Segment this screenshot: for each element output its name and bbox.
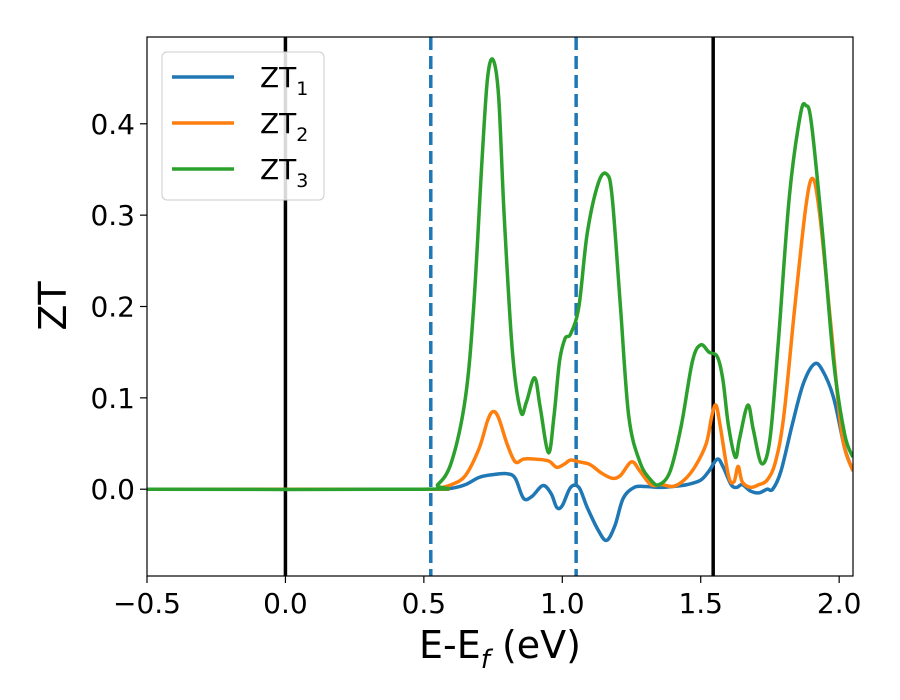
x-axis-ticks: −0.5 0.0 0.5 1.0 1.5 2.0 — [113, 576, 861, 620]
legend: ZT1 ZT2 ZT3 — [161, 51, 325, 201]
x-tick-label: 1.5 — [678, 587, 723, 620]
x-tick-label: 0.0 — [263, 587, 308, 620]
x-axis-label: E-Ef (eV) — [419, 623, 581, 675]
y-axis-ticks: 0.0 0.1 0.2 0.3 0.4 — [90, 108, 147, 506]
series-layer — [147, 57, 853, 543]
series-line-zt1 — [147, 361, 853, 543]
y-axis-label: ZT — [31, 281, 75, 331]
y-tick-label: 0.0 — [90, 473, 135, 506]
x-tick-label: 0.5 — [402, 587, 447, 620]
x-tick-label: −0.5 — [113, 587, 181, 620]
series-line-zt3 — [147, 57, 853, 492]
y-tick-label: 0.2 — [90, 291, 135, 324]
y-tick-label: 0.3 — [90, 199, 135, 232]
y-tick-label: 0.4 — [90, 108, 135, 141]
legend-label-zt3: ZT3 — [260, 153, 308, 192]
y-tick-label: 0.1 — [90, 382, 135, 415]
x-tick-label: 2.0 — [817, 587, 862, 620]
legend-label-zt1: ZT1 — [260, 61, 308, 100]
series-line-zt2 — [147, 176, 853, 492]
x-tick-label: 1.0 — [540, 587, 585, 620]
legend-label-zt2: ZT2 — [260, 107, 308, 146]
legend-box — [161, 51, 325, 201]
